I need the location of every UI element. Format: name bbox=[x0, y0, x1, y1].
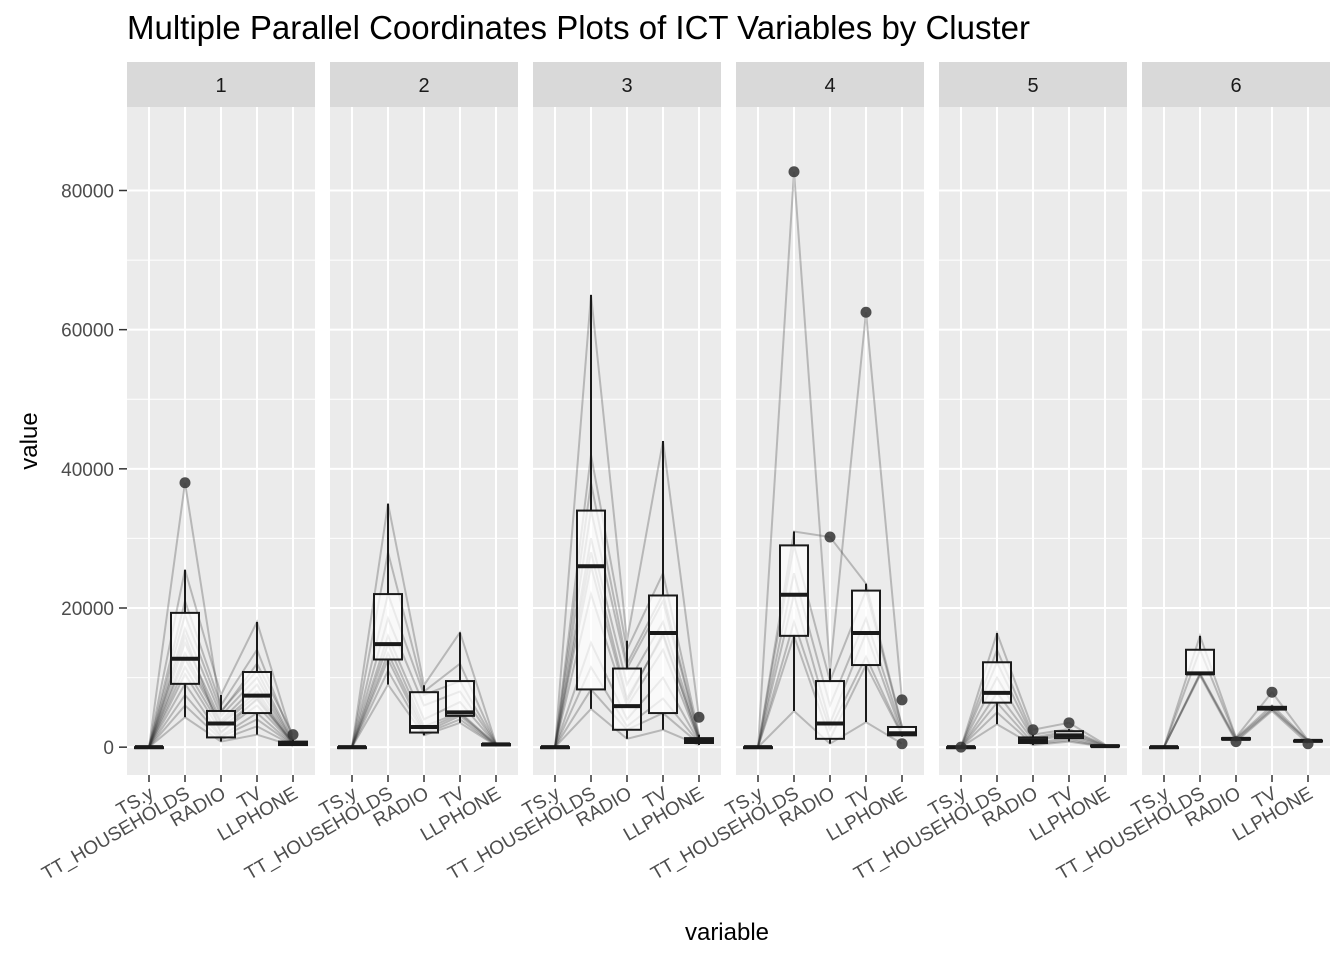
y-tick-label: 20000 bbox=[61, 599, 114, 620]
facet-strip-label: 1 bbox=[215, 75, 226, 97]
box-body bbox=[648, 594, 678, 715]
outlier-point bbox=[693, 711, 705, 723]
facet-strip-label: 5 bbox=[1027, 75, 1038, 97]
box-body bbox=[851, 589, 881, 667]
x-axis-title: variable bbox=[685, 919, 769, 946]
y-tick-label: 40000 bbox=[61, 460, 114, 481]
x-tick-label: TT_HOUSEHOLDS bbox=[39, 783, 194, 885]
outlier-point bbox=[955, 741, 967, 753]
facet-strip bbox=[127, 62, 315, 107]
outlier-point bbox=[824, 531, 836, 543]
box-body bbox=[887, 725, 917, 737]
box-body bbox=[779, 544, 809, 637]
outlier-point bbox=[1266, 686, 1278, 698]
box-body bbox=[576, 509, 606, 691]
y-tick-label: 0 bbox=[103, 738, 114, 759]
facet-strip bbox=[533, 62, 721, 107]
facet-strip-label: 6 bbox=[1230, 75, 1241, 97]
outlier-point bbox=[1027, 724, 1039, 736]
facet-strip bbox=[1142, 62, 1330, 107]
outlier-point bbox=[287, 729, 299, 741]
facet-strip-label: 3 bbox=[621, 75, 632, 97]
outlier-point bbox=[1302, 738, 1314, 750]
box-body bbox=[815, 680, 845, 740]
outlier-point bbox=[860, 306, 872, 318]
outlier-point bbox=[896, 738, 908, 750]
box-body bbox=[1185, 648, 1215, 676]
box-body bbox=[612, 667, 642, 731]
outlier-point bbox=[1063, 717, 1075, 729]
box-body bbox=[373, 593, 403, 661]
y-axis-title: value bbox=[16, 412, 43, 469]
facet-strip bbox=[330, 62, 518, 107]
box-body bbox=[242, 671, 272, 715]
facet-strip bbox=[736, 62, 924, 107]
outlier-point bbox=[1230, 736, 1242, 748]
outlier-point bbox=[788, 166, 800, 178]
facet-strip-label: 2 bbox=[418, 75, 429, 97]
facet-strip-label: 4 bbox=[824, 75, 835, 97]
outlier-point bbox=[896, 694, 908, 706]
y-tick-label: 80000 bbox=[61, 182, 114, 203]
box-body bbox=[170, 611, 200, 685]
outlier-point bbox=[179, 477, 191, 489]
box-body bbox=[445, 680, 475, 717]
box-body bbox=[982, 661, 1012, 704]
y-axis: 0 20000 40000 60000 80000 bbox=[61, 182, 127, 759]
facet-strip bbox=[939, 62, 1127, 107]
chart-title: Multiple Parallel Coordinates Plots of I… bbox=[127, 9, 1030, 46]
y-tick-label: 60000 bbox=[61, 321, 114, 342]
